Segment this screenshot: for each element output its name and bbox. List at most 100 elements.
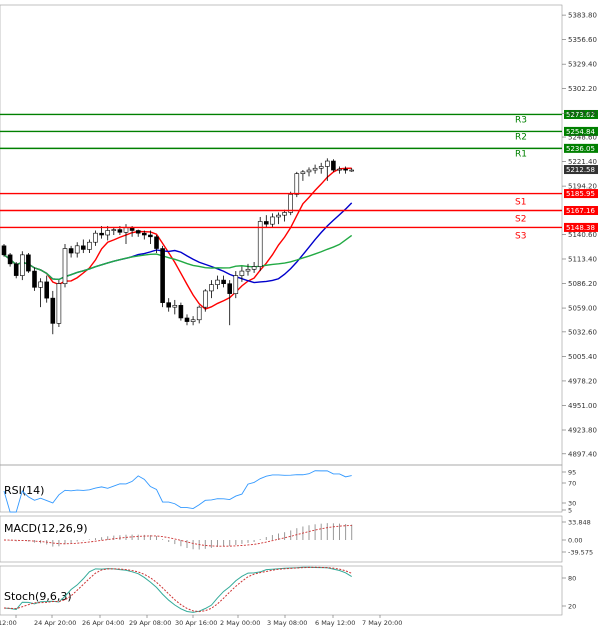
candle [81, 239, 86, 254]
price-tick-label: 4923.80 [568, 427, 597, 435]
candle [105, 225, 110, 241]
stoch-tick-label: 80 [568, 575, 576, 583]
candle-body [324, 160, 330, 167]
candle-body [68, 248, 74, 254]
candle [282, 209, 287, 222]
candle-body [1, 245, 7, 256]
candle [221, 275, 226, 288]
candle [93, 230, 98, 246]
support-s3-label: S3 [515, 231, 526, 241]
resistance-r2-value: 5254.84 [566, 128, 595, 136]
stoch-d-line [3, 566, 352, 613]
candle-body [50, 297, 56, 324]
candle-body [160, 248, 165, 303]
price-tick-label: 5032.60 [568, 328, 597, 336]
candle [318, 162, 324, 174]
time-tick-label: 29 Apr 08:00 [129, 619, 171, 627]
candle [209, 280, 214, 299]
candle [38, 278, 43, 308]
candle-body [318, 166, 324, 169]
price-tick-label: 5140.60 [568, 231, 597, 239]
moving-averages [3, 167, 353, 310]
resistance-r3-badge [564, 109, 598, 119]
candle-body [111, 229, 117, 231]
candle [343, 166, 348, 174]
price-tick-label: 4978.20 [568, 377, 597, 385]
time-axis: 12:00 24 Apr 20:00 26 Apr 04:00 29 Apr 08:0… [0, 615, 402, 627]
macd-tick-label: 33.848 [568, 519, 591, 527]
support-s3-value: 5148.38 [566, 224, 595, 232]
candle [331, 159, 336, 172]
time-tick-label: 6 May 12:00 [315, 619, 355, 627]
candle [227, 280, 232, 326]
support-s2-badge [564, 206, 598, 216]
ma-slow-line [3, 234, 353, 281]
rsi-tick-label: 5 [568, 507, 572, 515]
support-s2-label: S2 [515, 215, 526, 225]
candle [203, 289, 208, 312]
price-tick-label: 4951.00 [568, 402, 597, 410]
candle-body [123, 227, 129, 233]
time-tick-label: 2 May 00:00 [220, 619, 260, 627]
candle [245, 263, 251, 276]
price-tick-label: 5356.60 [568, 36, 597, 44]
candle-body [154, 236, 159, 249]
support-s3-badge [564, 222, 598, 232]
price-tick-label: 5248.60 [568, 134, 597, 142]
candle-body [184, 317, 190, 322]
candle-body [349, 169, 355, 172]
price-tick-label: 4897.40 [568, 450, 597, 458]
candle-body [263, 221, 269, 225]
candle-body [209, 284, 214, 292]
candle [154, 235, 159, 254]
time-tick-label: 3 May 08:00 [267, 619, 307, 627]
candle-body [251, 266, 257, 270]
rsi-tick-label: 95 [568, 469, 576, 477]
candle-body [239, 270, 245, 276]
candle-body [166, 302, 171, 308]
candle-body [62, 248, 68, 285]
candle-body [203, 290, 208, 308]
candle [56, 280, 62, 327]
candle-body [343, 168, 348, 171]
macd-panel: MACD(12,26,9) 33.848 0.00 -39.575 [0, 515, 593, 563]
candle [44, 275, 50, 303]
rsi-tick-label: 70 [568, 480, 576, 488]
candle-body [276, 214, 281, 218]
macd-frame [0, 515, 563, 563]
candle-body [300, 171, 306, 174]
time-tick-label: 7 May 20:00 [362, 619, 402, 627]
candle-body [233, 275, 239, 294]
rsi-title: RSI(14) [4, 484, 44, 497]
price-tick-label: 5329.40 [568, 61, 597, 69]
candle [324, 158, 330, 181]
candle [160, 245, 165, 308]
candle-body [196, 306, 202, 321]
candle [111, 227, 117, 235]
candle-body [312, 167, 318, 171]
candle-body [99, 232, 104, 236]
candle [68, 245, 74, 258]
candle [50, 290, 56, 335]
candle-body [74, 245, 80, 254]
candle [349, 168, 355, 172]
price-axis: 5383.80 5356.60 5329.40 5302.20 5275.00 5248.… [562, 12, 597, 458]
candle-body [32, 270, 37, 288]
candle [142, 230, 147, 240]
candle-body [215, 279, 220, 285]
candle [148, 230, 153, 245]
price-tick-label: 5059.00 [568, 305, 597, 313]
candle [62, 244, 68, 288]
candle [26, 253, 31, 273]
stoch-k-line [3, 566, 352, 613]
price-tick-label: 5383.80 [568, 12, 597, 20]
candle-body [26, 254, 31, 272]
candle-body [38, 281, 43, 288]
resistance-r1-value: 5236.05 [566, 145, 595, 153]
current-price-value: 5212.58 [566, 166, 595, 174]
rsi-panel: RSI(14) 95 70 305 [0, 464, 576, 515]
candle [215, 275, 220, 290]
rsi-tick-label: 30 [568, 500, 576, 508]
price-tick-label: 5005.40 [568, 353, 597, 361]
